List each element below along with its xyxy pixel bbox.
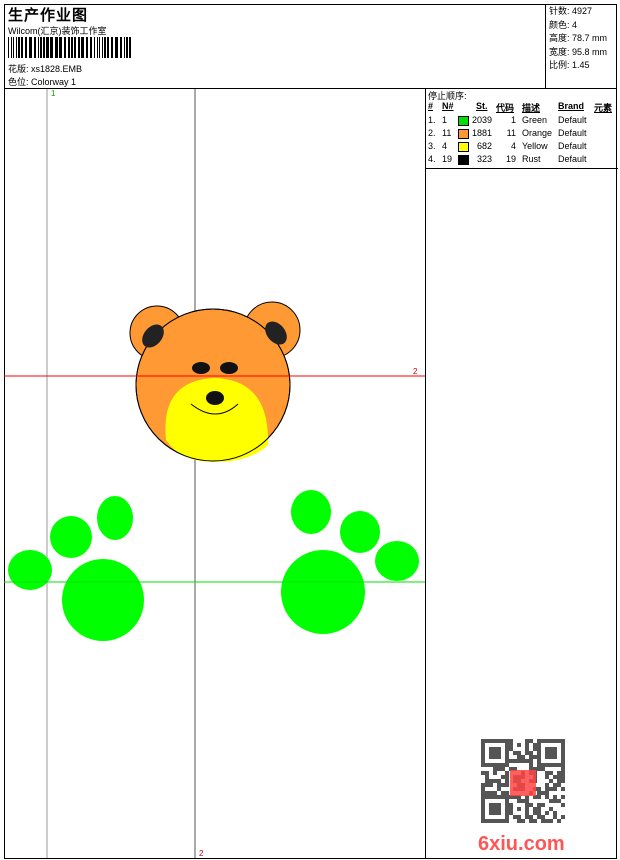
stat-value: 78.7 mm	[572, 33, 608, 43]
col-idx: #	[428, 101, 434, 111]
stat-label: 针数:	[549, 6, 570, 16]
barcode	[8, 37, 131, 58]
row-desc: Rust	[522, 154, 541, 164]
color-swatch	[458, 116, 469, 126]
row-stitches: 323	[476, 154, 492, 164]
row-brand: Default	[558, 128, 587, 138]
col-n: N#	[442, 101, 454, 111]
row-stitches: 1881	[471, 128, 492, 138]
company-name: Wilcom(汇京)装饰工作室	[8, 26, 107, 36]
page-title: 生产作业图	[8, 7, 89, 24]
row-desc: Yellow	[522, 141, 548, 151]
right-panel: 停止顺序: # N# St. 代码 描述 Brand 元素 1. 1 2039 …	[425, 89, 618, 859]
bear-head	[129, 301, 301, 462]
colorway-value: Colorway 1	[31, 77, 77, 87]
guide-label-v2: 2	[199, 849, 204, 858]
row-code: 19	[505, 154, 516, 164]
stat-value: 4927	[572, 6, 593, 16]
row-n: 1	[442, 115, 448, 125]
stat-width: 宽度: 95.8 mm	[549, 46, 614, 60]
row-n: 4	[442, 141, 448, 151]
stat-label: 高度:	[549, 33, 570, 43]
row-code: 1	[510, 115, 516, 125]
table-row: 1. 1 2039 1 Green Default	[428, 115, 616, 128]
design-value: xs1828.EMB	[31, 64, 83, 74]
stat-colors: 颜色: 4	[549, 19, 614, 33]
stop-sequence-title: 停止顺序:	[428, 91, 467, 101]
watermark-logo: 6xiu.com	[478, 833, 565, 855]
row-code: 11	[506, 128, 516, 138]
color-swatch	[458, 155, 469, 165]
stat-height: 高度: 78.7 mm	[549, 32, 614, 46]
row-idx: 3.	[428, 141, 436, 151]
guide-label-v1: 1	[51, 89, 56, 98]
col-st: St.	[476, 101, 488, 111]
row-stitches: 2039	[471, 115, 492, 125]
colorway: 色位: Colorway 1	[8, 75, 76, 88]
row-desc: Green	[522, 115, 548, 125]
table-row: 4. 19 323 19 Rust Default	[428, 154, 616, 167]
seal-stamp	[510, 770, 536, 796]
stat-value: 1.45	[572, 60, 590, 70]
col-desc: 描述	[522, 103, 541, 113]
row-brand: Default	[558, 141, 587, 151]
paw-right	[281, 490, 419, 634]
stat-scale: 比例: 1.45	[549, 59, 614, 73]
table-header: # N# St. 代码 描述 Brand 元素	[428, 101, 616, 114]
row-brand: Default	[558, 115, 587, 125]
stat-label: 宽度:	[549, 46, 570, 57]
colorway-label: 色位:	[8, 77, 29, 87]
paw-left	[8, 496, 144, 641]
color-swatch	[458, 129, 469, 139]
row-desc: Orange	[522, 128, 553, 138]
row-n: 11	[442, 128, 452, 138]
row-idx: 4.	[428, 154, 436, 164]
col-brand: Brand	[558, 101, 585, 111]
qr-code	[481, 739, 565, 823]
row-idx: 2.	[428, 128, 436, 138]
stat-value: 4	[572, 19, 578, 30]
color-swatch	[458, 142, 469, 152]
sheet-frame	[4, 4, 617, 859]
stat-value: 95.8 mm	[572, 46, 608, 57]
row-code: 4	[510, 141, 516, 151]
guide-label-h1: 2	[413, 367, 418, 376]
col-code: 代码	[496, 103, 515, 113]
design-label: 花版:	[8, 64, 29, 74]
row-brand: Default	[558, 154, 587, 164]
table-row: 2. 11 1881 11 Orange Default	[428, 128, 616, 141]
row-idx: 1.	[428, 115, 436, 125]
stat-label: 比例:	[549, 60, 570, 70]
col-element: 元素	[594, 103, 613, 113]
row-n: 19	[442, 154, 453, 164]
stat-label: 颜色:	[549, 19, 570, 30]
row-stitches: 682	[476, 141, 492, 151]
header	[4, 4, 617, 89]
stat-stitches: 针数: 4927	[549, 5, 614, 19]
stats-panel: 针数: 4927 颜色: 4 高度: 78.7 mm 宽度: 95.8 mm 比…	[545, 4, 617, 89]
stop-sequence-table: 停止顺序: # N# St. 代码 描述 Brand 元素 1. 1 2039 …	[426, 89, 618, 169]
design-file: 花版: xs1828.EMB	[8, 62, 82, 75]
table-row: 3. 4 682 4 Yellow Default	[428, 141, 616, 154]
